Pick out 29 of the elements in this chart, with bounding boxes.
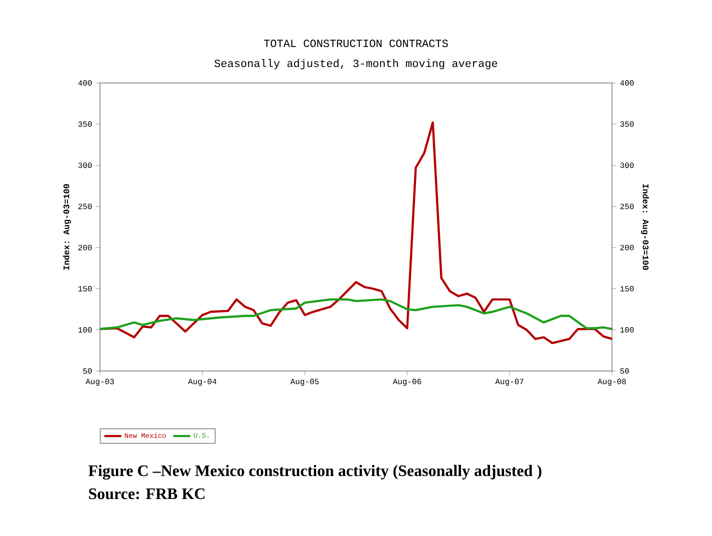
y2-tick-label: 50 <box>620 368 629 374</box>
x-tick-label: Aug-07 <box>495 378 524 386</box>
y2-tick-label: 400 <box>620 80 634 86</box>
x-tick-label: Aug-08 <box>598 378 626 386</box>
y-tick-label: 150 <box>78 286 92 292</box>
x-tick-label: Aug-04 <box>188 378 216 386</box>
chart-subtitle: Seasonally adjusted, 3-month moving average <box>214 59 498 70</box>
y-tick-label: 200 <box>78 244 92 250</box>
y2-tick-label: 300 <box>620 162 634 168</box>
y-tick-label: 400 <box>78 80 92 86</box>
line-series <box>100 298 612 330</box>
y-axis-title: Index: Aug-03=100 <box>63 184 71 270</box>
y2-tick-label: 100 <box>620 327 634 333</box>
y2-tick-label: 200 <box>620 244 634 250</box>
y-tick-label: 100 <box>78 327 92 333</box>
y-tick-label: 250 <box>78 204 92 210</box>
x-tick-label: Aug-05 <box>290 378 319 386</box>
text: Figure C –New Mexico construction activity (Seasonally adjusted ) <box>88 464 542 480</box>
y2-tick-label: 150 <box>620 286 634 292</box>
y-tick-label: 300 <box>78 162 92 168</box>
y-tick-label: 50 <box>83 368 92 374</box>
x-tick-label: Aug-06 <box>392 378 422 386</box>
y-tick-label: 350 <box>78 121 92 127</box>
y2-axis-title: Index: Aug-03=100 <box>641 184 649 270</box>
y2-tick-label: 350 <box>620 121 634 127</box>
y2-tick-label: 250 <box>620 204 634 210</box>
chart-title: TOTAL CONSTRUCTION CONTRACTS <box>264 40 448 48</box>
source-note: Source: FRB KC <box>89 488 204 500</box>
x-tick-label: Aug-03 <box>86 378 114 386</box>
